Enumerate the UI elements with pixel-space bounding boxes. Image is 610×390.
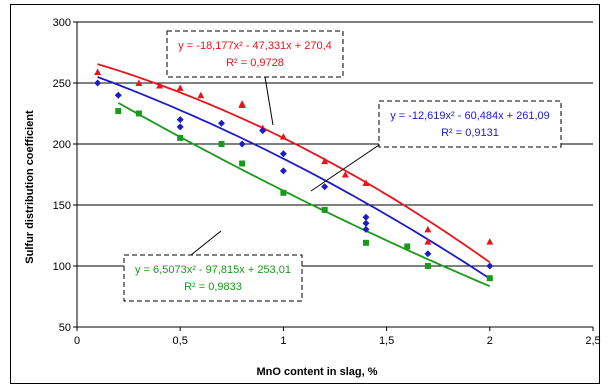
grid-lines <box>77 21 593 267</box>
data-point <box>404 243 411 250</box>
x-tick-label: 1,5 <box>379 335 394 347</box>
data-point <box>362 225 370 233</box>
data-point <box>197 91 205 99</box>
data-point <box>94 79 102 87</box>
fit-curves <box>97 63 491 288</box>
data-point <box>114 91 122 99</box>
annotation-leader-line <box>264 76 274 126</box>
y-tick-label: 50 <box>59 322 71 334</box>
data-point <box>259 127 267 135</box>
data-point <box>321 157 329 165</box>
annotation-box <box>378 100 562 148</box>
annotation-box <box>123 254 303 302</box>
annotation-leader-line <box>190 230 222 256</box>
tick-labels: 50 100 150 200 250 300 0 0,5 1 1,5 2 2,5 <box>53 17 601 347</box>
data-point <box>341 171 349 178</box>
data-point <box>135 110 142 117</box>
x-axis-label: MnO content in slag, % <box>256 366 377 378</box>
r-squared-label: R² = 0,9131 <box>441 127 499 139</box>
data-point <box>486 275 493 282</box>
data-point <box>321 206 328 213</box>
y-axis-label: Sulfur distribution coefficient <box>24 110 36 264</box>
data-point <box>486 262 494 270</box>
chart-svg: 50 100 150 200 250 300 0 0,5 1 1,5 2 2,5 y = -18,17… <box>24 17 601 378</box>
data-point <box>424 263 431 269</box>
y-tick-label: 150 <box>53 200 71 212</box>
data-point <box>362 239 369 246</box>
y-tick-label: 100 <box>53 261 71 273</box>
trend-equation: y = -12,619x² - 60,484x + 261,09 <box>390 110 550 122</box>
data-point <box>238 101 246 108</box>
trendline <box>97 63 491 264</box>
data-point <box>424 238 432 245</box>
data-point <box>362 213 370 221</box>
y-tick-label: 300 <box>53 17 71 29</box>
chart-frame: 50 100 150 200 250 300 0 0,5 1 1,5 2 2,5 y = -18,17… <box>10 4 601 384</box>
data-point <box>156 81 164 89</box>
trend-equation: y = -18,177x² - 47,331x + 270,4 <box>178 40 332 52</box>
data-point <box>239 160 246 167</box>
r-squared-label: R² = 0,9728 <box>226 57 284 69</box>
data-point <box>218 141 225 147</box>
data-point <box>424 250 432 258</box>
x-tick-label: 1 <box>280 335 286 347</box>
annotation-leader-line <box>310 144 380 192</box>
data-point <box>486 238 494 245</box>
y-tick-label: 200 <box>53 139 71 151</box>
data-point <box>279 133 287 140</box>
equation-annotations: y = -18,177x² - 47,331x + 270,4 R² = 0,97… <box>123 30 562 302</box>
data-point <box>177 134 184 141</box>
data-point <box>176 116 184 124</box>
r-squared-label: R² = 0,9833 <box>184 281 242 293</box>
data-point <box>362 179 370 187</box>
data-point <box>279 167 287 175</box>
data-point <box>280 189 287 196</box>
data-point <box>362 219 370 227</box>
data-point <box>321 183 329 191</box>
data-point <box>94 68 102 76</box>
y-tick-label: 250 <box>53 78 71 90</box>
data-point <box>135 79 143 86</box>
annotation-box <box>166 30 344 78</box>
x-tick-label: 2 <box>487 335 493 347</box>
x-tick-label: 0 <box>74 335 80 347</box>
axes <box>73 21 594 331</box>
trend-equation: y = 6,5073x² - 97,815x + 253,01 <box>135 264 291 276</box>
data-point <box>238 140 246 148</box>
x-tick-label: 2,5 <box>585 335 600 347</box>
trendline <box>97 76 491 280</box>
x-tick-label: 0,5 <box>173 335 188 347</box>
data-markers <box>94 68 494 282</box>
data-point <box>176 123 184 131</box>
data-point <box>176 84 184 91</box>
data-point <box>424 225 432 233</box>
data-point <box>115 108 122 115</box>
data-point <box>279 150 287 158</box>
data-point <box>217 119 225 127</box>
